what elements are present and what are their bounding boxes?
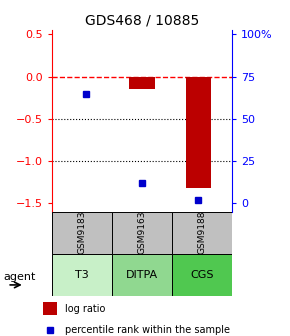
Title: GDS468 / 10885: GDS468 / 10885 [85,14,199,28]
Bar [129,77,155,89]
Bar [172,212,232,254]
Bar [43,302,57,315]
Text: GSM9163: GSM9163 [137,211,147,254]
Text: log ratio: log ratio [65,304,105,314]
Bar [52,212,112,254]
Bar [112,254,172,296]
Text: agent: agent [3,272,35,282]
Bar [186,77,211,188]
Bar [172,254,232,296]
Text: GSM9183: GSM9183 [78,211,87,254]
Text: GSM9188: GSM9188 [197,211,206,254]
Text: DITPA: DITPA [126,270,158,280]
Bar [112,212,172,254]
Text: CGS: CGS [190,270,214,280]
Bar [52,254,112,296]
Text: percentile rank within the sample: percentile rank within the sample [65,325,230,335]
Text: T3: T3 [75,270,89,280]
